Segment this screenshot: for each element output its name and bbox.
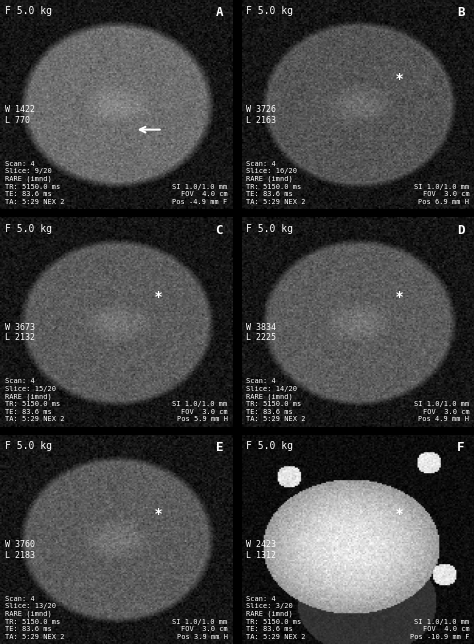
Text: D: D — [457, 223, 465, 237]
Text: SI 1.0/1.0 mm
FOV  3.0 cm
Pos 5.9 mm H: SI 1.0/1.0 mm FOV 3.0 cm Pos 5.9 mm H — [173, 401, 228, 422]
Text: Scan: 4
Slice: 9/20
RARE (imnd)
TR: 5150.0 ms
TE: 83.6 ms
TA: 5:29 NEX 2: Scan: 4 Slice: 9/20 RARE (imnd) TR: 5150… — [5, 161, 64, 205]
Text: *: * — [155, 507, 162, 522]
Text: Scan: 4
Slice: 15/20
RARE (imnd)
TR: 5150.0 ms
TE: 83.6 ms
TA: 5:29 NEX 2: Scan: 4 Slice: 15/20 RARE (imnd) TR: 515… — [5, 379, 64, 422]
Text: Scan: 4
Slice: 14/20
RARE (imnd)
TR: 5150.0 ms
TE: 83.6 ms
TA: 5:29 NEX 2: Scan: 4 Slice: 14/20 RARE (imnd) TR: 515… — [246, 379, 306, 422]
Text: F 5.0 kg: F 5.0 kg — [5, 441, 52, 451]
Text: F 5.0 kg: F 5.0 kg — [246, 441, 293, 451]
Text: SI 1.0/1.0 mm
FOV  4.0 cm
Pos -10.9 mm F: SI 1.0/1.0 mm FOV 4.0 cm Pos -10.9 mm F — [410, 619, 469, 640]
Text: C: C — [216, 223, 223, 237]
Text: W 3726
L 2163: W 3726 L 2163 — [246, 106, 276, 125]
Text: SI 1.0/1.0 mm
FOV  3.0 cm
Pos 6.9 mm H: SI 1.0/1.0 mm FOV 3.0 cm Pos 6.9 mm H — [414, 184, 469, 205]
Text: F 5.0 kg: F 5.0 kg — [246, 223, 293, 234]
Text: *: * — [396, 290, 403, 304]
Text: SI 1.0/1.0 mm
FOV  3.0 cm
Pos 3.9 mm H: SI 1.0/1.0 mm FOV 3.0 cm Pos 3.9 mm H — [173, 619, 228, 640]
Text: F 5.0 kg: F 5.0 kg — [5, 6, 52, 16]
Text: W 3760
L 2183: W 3760 L 2183 — [5, 540, 35, 560]
Text: W 3834
L 2225: W 3834 L 2225 — [246, 323, 276, 342]
Text: *: * — [155, 290, 162, 304]
Text: B: B — [457, 6, 465, 19]
Text: F 5.0 kg: F 5.0 kg — [5, 223, 52, 234]
Text: Scan: 4
Slice: 3/20
RARE (imnd)
TR: 5150.0 ms
TE: 83.6 ms
TA: 5:29 NEX 2: Scan: 4 Slice: 3/20 RARE (imnd) TR: 5150… — [246, 596, 306, 640]
Text: SI 1.0/1.0 mm
FOV  3.0 cm
Pos 4.9 mm H: SI 1.0/1.0 mm FOV 3.0 cm Pos 4.9 mm H — [414, 401, 469, 422]
Text: *: * — [396, 73, 403, 86]
Text: E: E — [216, 441, 223, 454]
Text: Scan: 4
Slice: 13/20
RARE (imnd)
TR: 5150.0 ms
TE: 83.6 ms
TA: 5:29 NEX 2: Scan: 4 Slice: 13/20 RARE (imnd) TR: 515… — [5, 596, 64, 640]
Text: Scan: 4
Slice: 16/20
RARE (imnd)
TR: 5150.0 ms
TE: 83.6 ms
TA: 5:29 NEX 2: Scan: 4 Slice: 16/20 RARE (imnd) TR: 515… — [246, 161, 306, 205]
Text: *: * — [396, 507, 403, 522]
Text: A: A — [216, 6, 223, 19]
Text: W 2423
L 1312: W 2423 L 1312 — [246, 540, 276, 560]
Text: W 3673
L 2132: W 3673 L 2132 — [5, 323, 35, 342]
Text: F: F — [457, 441, 465, 454]
Text: F 5.0 kg: F 5.0 kg — [246, 6, 293, 16]
Text: W 1422
L 770: W 1422 L 770 — [5, 106, 35, 125]
Text: SI 1.0/1.0 mm
FOV  4.0 cm
Pos -4.9 mm F: SI 1.0/1.0 mm FOV 4.0 cm Pos -4.9 mm F — [173, 184, 228, 205]
